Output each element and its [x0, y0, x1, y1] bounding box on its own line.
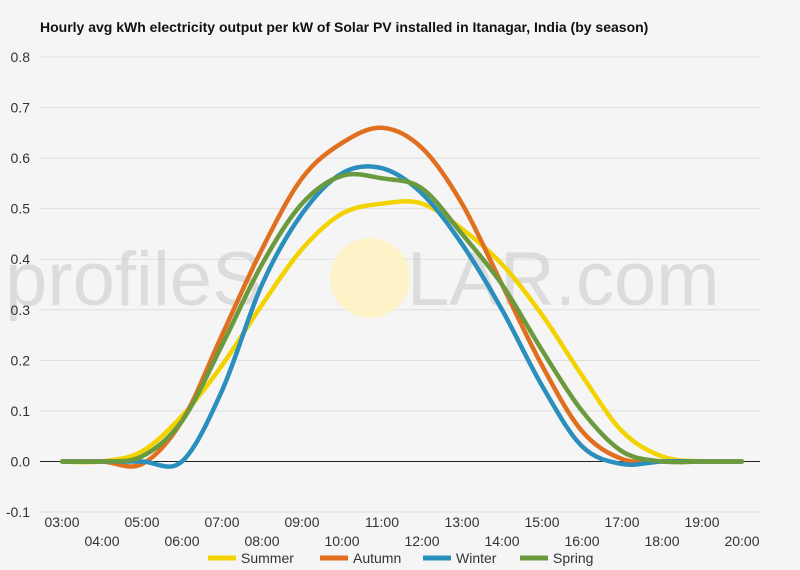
- series-line-winter: [59, 164, 745, 469]
- y-tick-label: 0.4: [11, 251, 31, 267]
- watermark-text-left: profileS: [5, 237, 263, 322]
- x-tick-label: 18:00: [644, 533, 679, 549]
- x-tick-label: 14:00: [484, 533, 519, 549]
- x-tick-label: 13:00: [444, 514, 479, 530]
- x-tick-label: 20:00: [724, 533, 759, 549]
- x-tick-label: 17:00: [604, 514, 639, 530]
- x-tick-label: 11:00: [365, 514, 399, 530]
- x-tick-label: 16:00: [564, 533, 599, 549]
- watermark-text-right: LAR.com: [407, 237, 720, 322]
- y-axis-ticks: -0.1 0.0 0.1 0.2 0.3 0.4 0.5 0.6 0.7 0.8: [6, 49, 30, 520]
- y-tick-label: 0.5: [11, 201, 31, 217]
- x-tick-label: 05:00: [124, 514, 159, 530]
- y-tick-label: -0.1: [6, 504, 30, 520]
- legend-label-spring: Spring: [553, 550, 593, 566]
- x-tick-label: 06:00: [164, 533, 199, 549]
- chart-title: Hourly avg kWh electricity output per kW…: [40, 19, 649, 35]
- x-tick-label: 15:00: [524, 514, 559, 530]
- x-tick-label: 09:00: [284, 514, 319, 530]
- x-tick-label: 12:00: [404, 533, 439, 549]
- y-tick-label: 0.3: [11, 302, 31, 318]
- x-tick-label: 19:00: [684, 514, 719, 530]
- series-lines: [59, 125, 745, 469]
- legend: Summer Autumn Winter Spring: [208, 550, 593, 566]
- x-tick-label: 10:00: [324, 533, 359, 549]
- x-tick-label: 03:00: [44, 514, 79, 530]
- y-tick-label: 0.1: [11, 403, 31, 419]
- x-tick-label: 04:00: [84, 533, 119, 549]
- watermark: profileS LAR.com: [5, 237, 720, 322]
- series-line-spring: [59, 171, 745, 465]
- series-line-summer: [59, 199, 745, 465]
- legend-label-winter: Winter: [456, 550, 497, 566]
- y-tick-label: 0.0: [11, 453, 31, 469]
- y-tick-label: 0.7: [11, 100, 31, 116]
- y-tick-label: 0.8: [11, 49, 31, 65]
- x-axis-ticks: 03:00 04:00 05:00 06:00 07:00 08:00 09:00 10:00…: [44, 514, 759, 549]
- y-tick-label: 0.2: [11, 352, 31, 368]
- x-tick-label: 08:00: [244, 533, 279, 549]
- legend-label-summer: Summer: [241, 550, 294, 566]
- legend-label-autumn: Autumn: [353, 550, 401, 566]
- x-tick-label: 07:00: [204, 514, 239, 530]
- watermark-sun-icon: [330, 238, 410, 318]
- y-tick-label: 0.6: [11, 150, 31, 166]
